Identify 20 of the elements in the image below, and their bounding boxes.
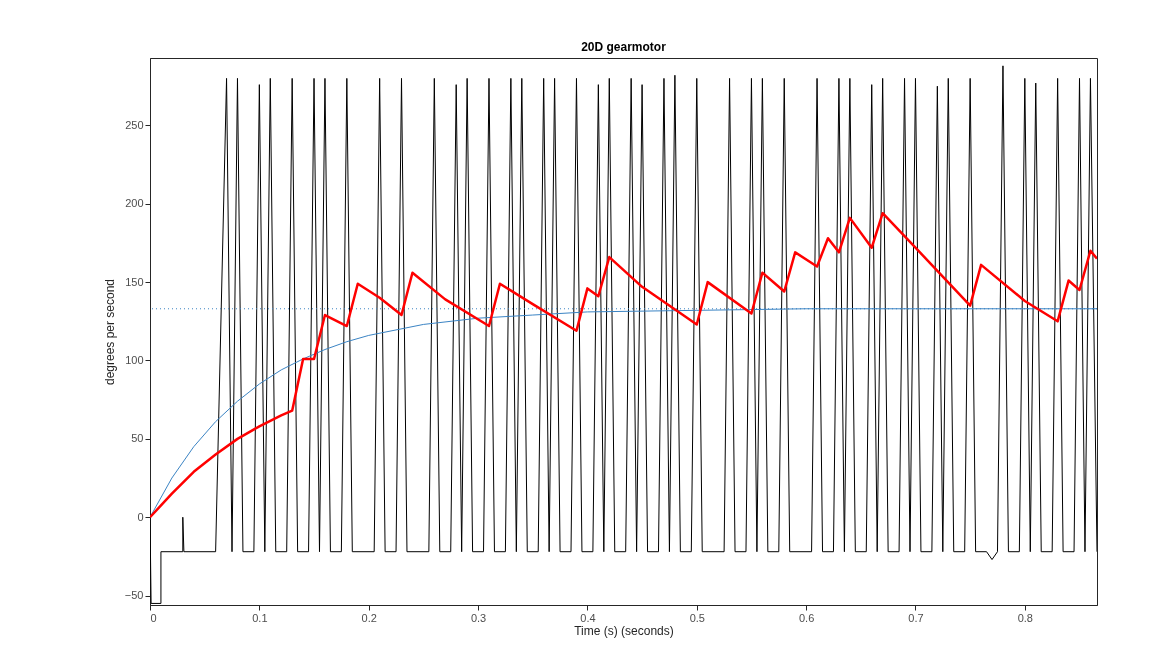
x-tick-label: 0.5 [689, 611, 705, 624]
x-tick-label: 0 [150, 611, 157, 624]
x-tick-label: 0.2 [361, 611, 377, 624]
y-tick-label: 200 [125, 197, 144, 210]
y-tick-label: 150 [125, 275, 144, 288]
chart-title: 20D gearmotor [581, 40, 667, 54]
x-tick-label: 0.4 [580, 611, 596, 624]
line-series [150, 211, 1097, 519]
y-tick-label: −50 [124, 589, 144, 602]
x-tick-label: 0.6 [798, 611, 815, 624]
x-tick-label: 0.7 [908, 611, 924, 624]
x-tick-label: 0.3 [470, 611, 487, 624]
y-tick-label: 50 [131, 432, 144, 445]
y-tick-label: 250 [125, 118, 144, 131]
x-tick-label: 0.1 [252, 611, 268, 624]
y-tick-label: 100 [125, 354, 144, 366]
y-tick-label: 0 [137, 510, 144, 523]
x-tick-label: 0.8 [1017, 611, 1033, 624]
y-axis-title: degrees per second [102, 278, 117, 386]
x-axis-title: Time (s) (seconds) [574, 623, 674, 638]
